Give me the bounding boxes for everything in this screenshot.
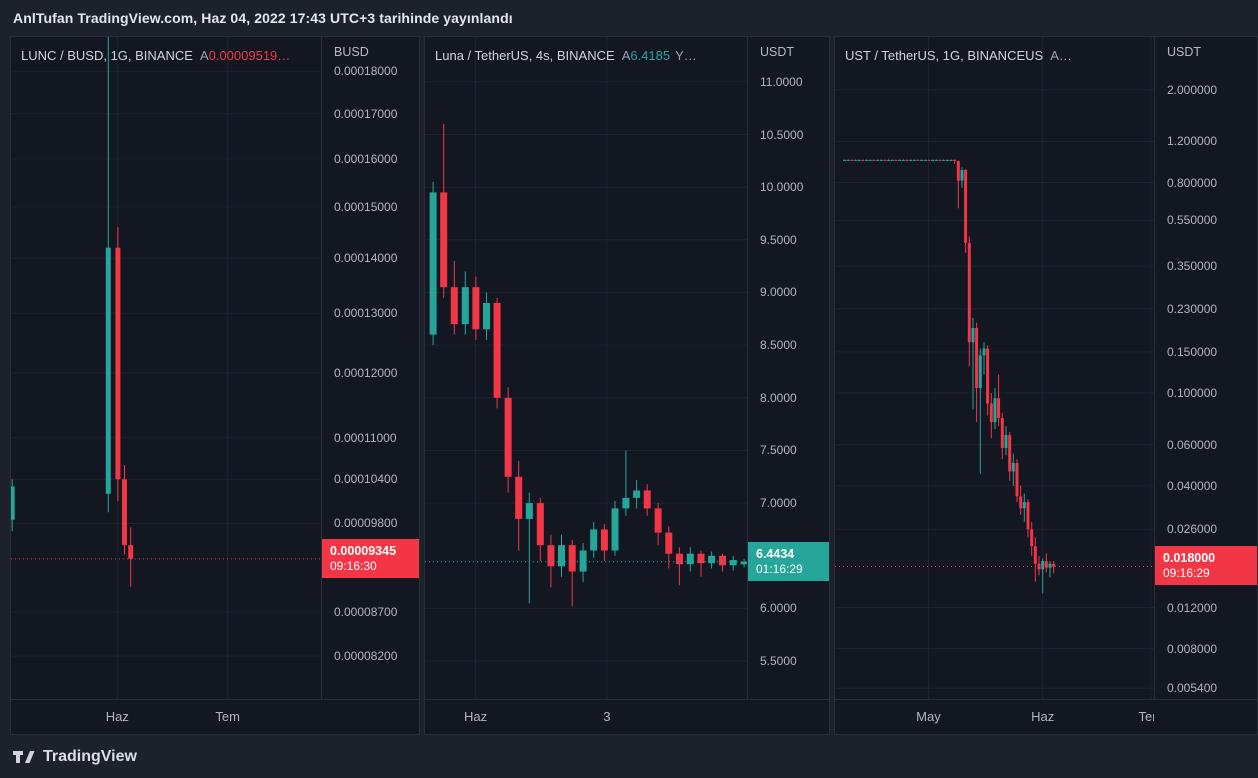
symbol-legend[interactable]: UST / TetherUS, 1G, BINANCEUS A…: [845, 48, 1077, 63]
legend-open-value: …: [1058, 48, 1072, 63]
price-tick: 0.00014000: [334, 251, 398, 265]
price-tick: 0.00011000: [334, 431, 397, 445]
last-price-label: 0.00009345 09:16:30: [322, 539, 419, 578]
price-axis[interactable]: USDT 11.0000 10.5000 10.0000 9.5000 9.0000 8.…: [747, 37, 829, 699]
time-tick: Haz: [463, 709, 488, 724]
time-axis[interactable]: May Haz Tem: [835, 700, 1154, 734]
brand-name: TradingView: [43, 747, 137, 765]
price-tick: 0.00008200: [334, 649, 398, 663]
last-price-value: 0.018000: [1163, 551, 1216, 565]
candlestick-plot: [835, 37, 1154, 699]
price-tick: 0.00009800: [334, 516, 398, 530]
tradingview-logo-icon: [12, 748, 36, 766]
time-tick: May: [916, 709, 941, 724]
price-tick: 0.350000: [1167, 259, 1218, 273]
legend-open-label: A: [199, 48, 209, 63]
candlestick-plot: [425, 37, 747, 699]
price-tick: 9.5000: [760, 233, 797, 247]
publish-info: AnlTufan TradingView.com, Haz 04, 2022 1…: [13, 10, 513, 26]
symbol-legend[interactable]: LUNC / BUSD, 1G, BINANCE A0.00009519…: [21, 48, 295, 63]
time-tick: Tem: [215, 709, 240, 724]
price-tick: 10.5000: [760, 128, 804, 142]
legend-open-label: A: [621, 48, 631, 63]
price-tick: 0.00012000: [334, 366, 398, 380]
price-tick: 9.0000: [760, 285, 797, 299]
chart-panel-ust-usdt: UST / TetherUS, 1G, BINANCEUS A… USDT 2.0…: [834, 36, 1258, 735]
legend-open-label: A: [1050, 48, 1059, 63]
last-price-value: 6.4434: [756, 547, 795, 561]
price-pane[interactable]: UST / TetherUS, 1G, BINANCEUS A…: [835, 37, 1154, 699]
axis-corner: [321, 700, 419, 734]
axis-corner: [747, 700, 829, 734]
price-tick: 0.00010400: [334, 472, 398, 486]
price-tick: 8.0000: [760, 391, 797, 405]
price-tick: 0.100000: [1167, 386, 1218, 400]
price-pane[interactable]: Luna / TetherUS, 4s, BINANCE A6.4185 Y…: [425, 37, 747, 699]
last-price-label: 0.018000 09:16:29: [1155, 546, 1257, 585]
price-tick: 0.040000: [1167, 479, 1218, 493]
symbol-legend[interactable]: Luna / TetherUS, 4s, BINANCE A6.4185 Y…: [435, 48, 697, 63]
bar-countdown: 09:16:29: [1163, 566, 1210, 580]
price-tick: 0.00013000: [334, 306, 398, 320]
price-tick: 0.008000: [1167, 642, 1218, 656]
price-tick: 11.0000: [760, 75, 803, 89]
price-tick: 0.800000: [1167, 176, 1218, 190]
time-tick: Tem: [1138, 709, 1154, 724]
price-tick: 0.230000: [1167, 302, 1218, 316]
axis-currency-label: USDT: [1167, 45, 1202, 59]
price-tick: 8.5000: [760, 338, 797, 352]
candlestick-plot: [11, 37, 321, 699]
price-tick: 0.012000: [1167, 601, 1218, 615]
footer-bar: TradingView: [0, 735, 1258, 778]
price-tick: 5.5000: [760, 654, 797, 668]
price-axis[interactable]: USDT 2.000000 1.200000 0.800000 0.550000 0.3…: [1154, 37, 1257, 699]
time-tick: Haz: [105, 709, 129, 724]
price-tick: 6.0000: [760, 601, 797, 615]
price-tick: 0.005400: [1167, 681, 1218, 695]
price-tick: 0.00018000: [334, 64, 398, 78]
price-tick: 7.0000: [760, 496, 797, 510]
price-tick: 0.00016000: [334, 152, 398, 166]
time-axis[interactable]: Haz 3: [425, 700, 747, 734]
symbol-title: Luna / TetherUS, 4s, BINANCE: [435, 48, 615, 63]
price-tick: 10.0000: [760, 180, 804, 194]
chart-panel-luna-usdt: Luna / TetherUS, 4s, BINANCE A6.4185 Y… US…: [424, 36, 830, 735]
time-tick: 3: [603, 709, 611, 724]
price-tick: 0.00008700: [334, 605, 398, 619]
time-tick: Haz: [1031, 709, 1055, 724]
price-tick: 0.026000: [1167, 522, 1218, 536]
symbol-title: UST / TetherUS, 1G, BINANCEUS: [845, 48, 1044, 63]
legend-open-value: 6.4185: [630, 48, 671, 63]
chart-panel-lunc-busd: LUNC / BUSD, 1G, BINANCE A0.00009519… BUS…: [10, 36, 420, 735]
last-price-label: 6.4434 01:16:29: [748, 542, 829, 581]
time-axis[interactable]: Haz Tem: [11, 700, 321, 734]
price-tick: 0.00017000: [334, 107, 398, 121]
last-price-value: 0.00009345: [330, 544, 397, 558]
legend-extra: Y…: [675, 48, 697, 63]
price-tick: 0.00015000: [334, 200, 398, 214]
symbol-title: LUNC / BUSD, 1G, BINANCE: [21, 48, 193, 63]
axis-currency-label: USDT: [760, 45, 795, 59]
price-tick: 1.200000: [1167, 134, 1218, 148]
chart-layout: LUNC / BUSD, 1G, BINANCE A0.00009519… BUS…: [0, 36, 1258, 735]
tradingview-link[interactable]: TradingView: [12, 748, 137, 766]
price-axis[interactable]: BUSD 0.00018000 0.00017000 0.00016000 0.000…: [321, 37, 419, 699]
price-tick: 0.150000: [1167, 345, 1218, 359]
price-tick: 7.5000: [760, 443, 797, 457]
price-pane[interactable]: LUNC / BUSD, 1G, BINANCE A0.00009519…: [11, 37, 321, 699]
price-tick: 2.000000: [1167, 83, 1218, 97]
bar-countdown: 01:16:29: [756, 562, 803, 576]
axis-corner: [1154, 700, 1257, 734]
price-tick: 0.550000: [1167, 213, 1218, 227]
legend-open-value: 0.00009519…: [208, 48, 291, 63]
publish-header: AnlTufan TradingView.com, Haz 04, 2022 1…: [0, 0, 1258, 36]
price-tick: 0.060000: [1167, 438, 1218, 452]
bar-countdown: 09:16:30: [330, 559, 377, 573]
axis-currency-label: BUSD: [334, 45, 369, 59]
